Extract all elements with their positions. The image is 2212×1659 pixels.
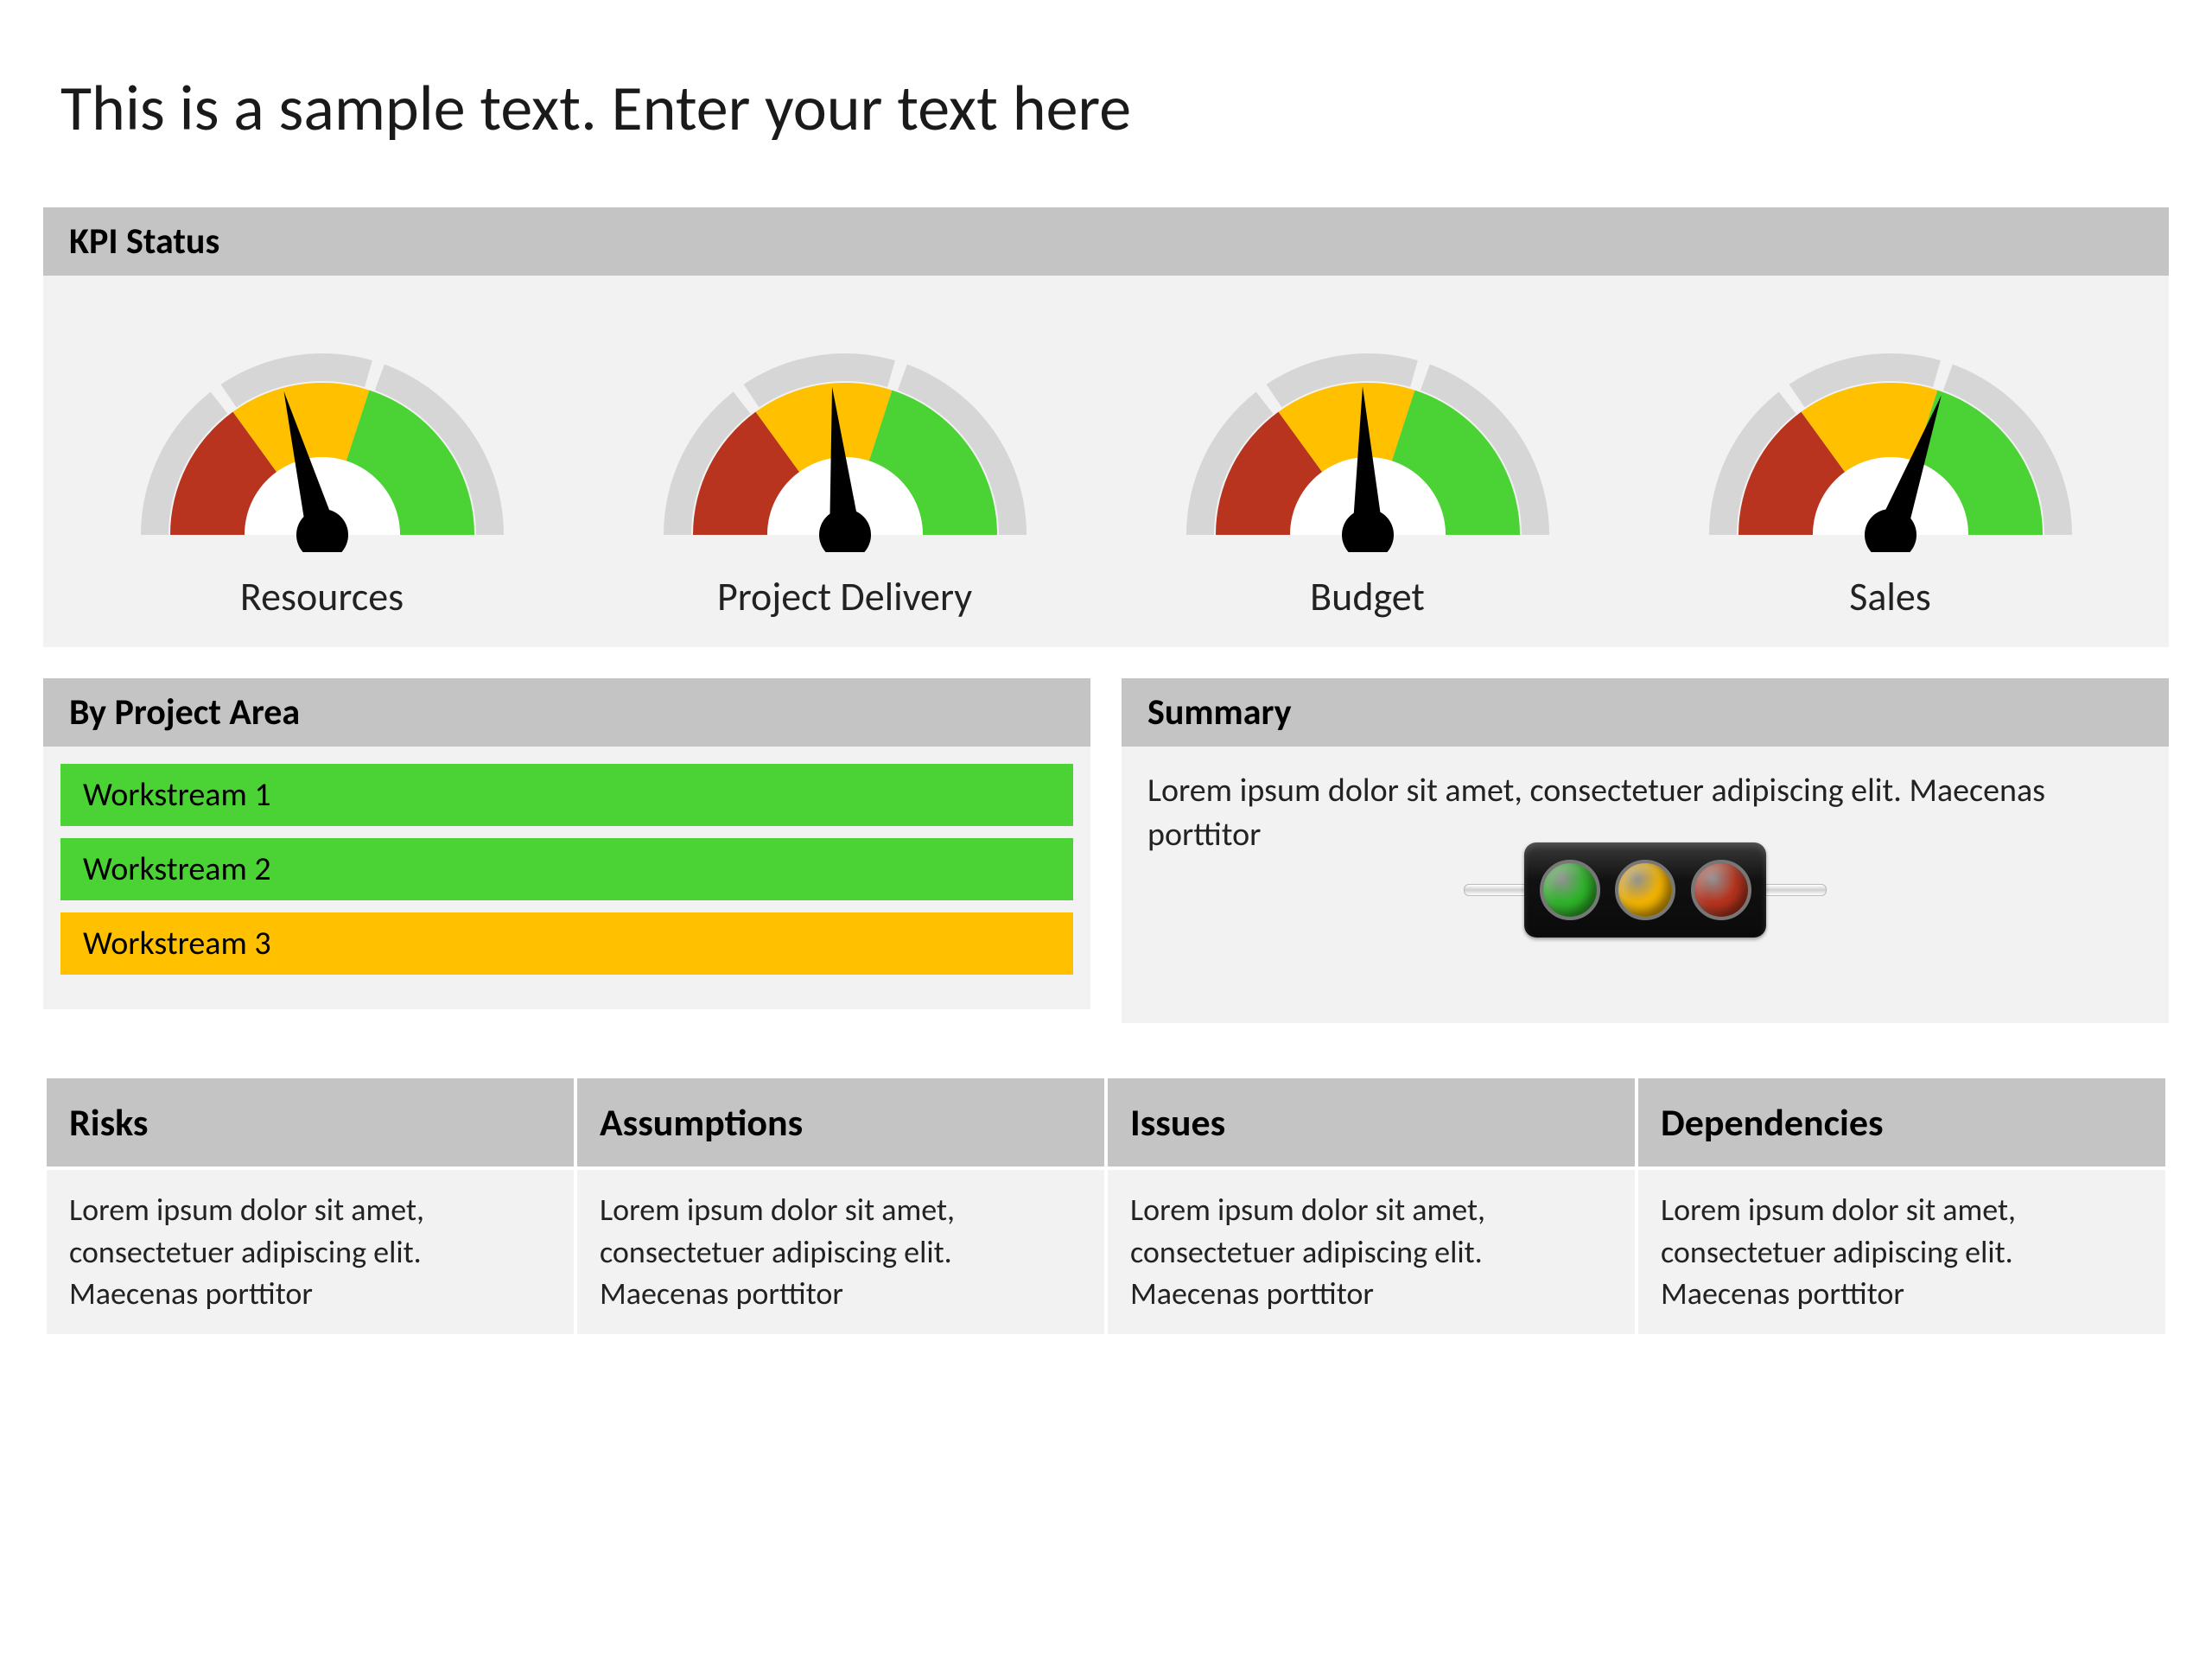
raid-col-risks: Risks: [47, 1078, 574, 1166]
gauge-sales: Sales: [1637, 310, 2143, 621]
gauge-icon: [638, 310, 1052, 552]
summary-body: Lorem ipsum dolor sit amet, consectetuer…: [1122, 747, 2169, 1023]
kpi-header: KPI Status: [43, 207, 2169, 276]
raid-cell: Lorem ipsum dolor sit amet, consectetuer…: [1638, 1170, 2165, 1334]
gauge-label: Sales: [1849, 573, 1931, 621]
raid-header-row: RisksAssumptionsIssuesDependencies: [47, 1078, 2165, 1166]
gauge-icon: [115, 310, 530, 552]
raid-cell: Lorem ipsum dolor sit amet, consectetuer…: [47, 1170, 574, 1334]
workstream-bar: Workstream 3: [60, 912, 1073, 975]
gauge-resources: Resources: [69, 310, 575, 621]
raid-col-dependencies: Dependencies: [1638, 1078, 2165, 1166]
summary-panel: Summary Lorem ipsum dolor sit amet, cons…: [1122, 678, 2169, 1023]
mid-row: By Project Area Workstream 1 Workstream 2…: [43, 678, 2169, 1023]
kpi-body: Resources Project Delivery Budget Sales: [43, 276, 2169, 647]
project-area-panel: By Project Area Workstream 1 Workstream 2…: [43, 678, 1090, 1023]
traffic-light-red-icon: [1691, 860, 1751, 920]
kpi-panel: KPI Status Resources Project Delivery Budg…: [43, 207, 2169, 647]
gauge-budget: Budget: [1115, 310, 1620, 621]
traffic-rail: [1464, 884, 1827, 896]
raid-table: RisksAssumptionsIssuesDependencies Lorem…: [43, 1075, 2169, 1338]
gauge-label: Project Delivery: [717, 573, 972, 621]
raid-col-assumptions: Assumptions: [577, 1078, 1104, 1166]
raid-col-issues: Issues: [1108, 1078, 1635, 1166]
traffic-box: [1524, 842, 1766, 938]
traffic-light-yellow-icon: [1615, 860, 1675, 920]
gauge-project-delivery: Project Delivery: [592, 310, 1097, 621]
workstream-bar: Workstream 1: [60, 764, 1073, 826]
workstream-bar: Workstream 2: [60, 838, 1073, 900]
gauge-label: Budget: [1310, 573, 1425, 621]
gauge-icon: [1160, 310, 1575, 552]
traffic-light: [1147, 884, 2143, 896]
gauge-icon: [1683, 310, 2098, 552]
raid-cell: Lorem ipsum dolor sit amet, consectetuer…: [577, 1170, 1104, 1334]
traffic-light-green-icon: [1540, 860, 1600, 920]
project-area-body: Workstream 1 Workstream 2 Workstream 3: [43, 747, 1090, 1009]
raid-cell: Lorem ipsum dolor sit amet, consectetuer…: [1108, 1170, 1635, 1334]
raid-body-row: Lorem ipsum dolor sit amet, consectetuer…: [47, 1170, 2165, 1334]
summary-header: Summary: [1122, 678, 2169, 747]
page-title: This is a sample text. Enter your text h…: [60, 69, 2169, 147]
gauge-label: Resources: [240, 573, 404, 621]
project-area-header: By Project Area: [43, 678, 1090, 747]
